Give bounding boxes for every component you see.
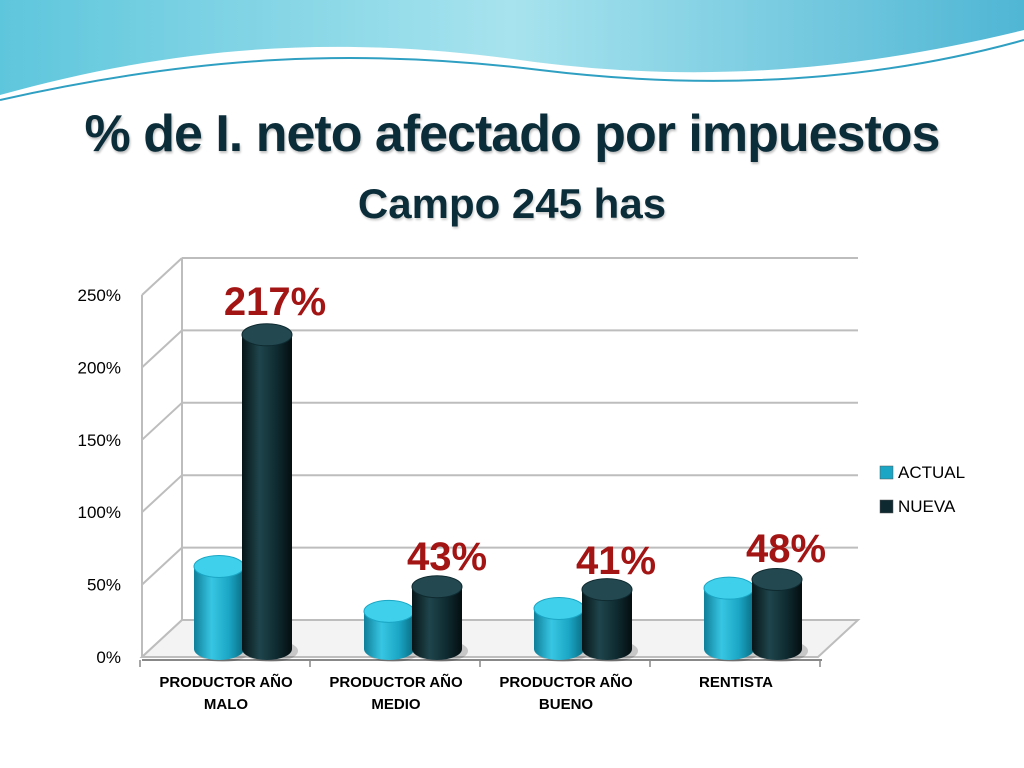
bar-body: [412, 586, 462, 660]
gridline-side: [141, 402, 183, 441]
legend-label-actual: ACTUAL: [898, 463, 965, 482]
x-category-label: RENTISTA: [699, 674, 773, 691]
bar-actual: [533, 596, 590, 662]
bar-nueva: [581, 578, 638, 662]
x-category-label: BUENO: [539, 696, 594, 713]
y-tick-label: 0%: [96, 648, 121, 667]
legend-label-nueva: NUEVA: [898, 497, 956, 516]
bar-cap: [363, 599, 415, 623]
x-category-label: MALO: [204, 696, 248, 713]
data-label: 41%: [576, 539, 656, 583]
y-tick-label: 250%: [78, 286, 121, 305]
bar-body: [242, 334, 292, 660]
x-category-label: PRODUCTOR AÑO: [499, 673, 633, 691]
bar-actual: [363, 599, 420, 662]
slide-title: % de I. neto afectado por impuestos: [84, 105, 941, 163]
bar-cap: [703, 576, 755, 600]
y-tick-label: 200%: [78, 358, 121, 377]
bar-cap: [581, 578, 633, 602]
x-category-label: PRODUCTOR AÑO: [329, 673, 463, 691]
y-tick-label: 100%: [78, 503, 121, 522]
x-category-label: MEDIO: [371, 696, 421, 713]
x-category-label: PRODUCTOR AÑO: [159, 673, 293, 691]
chart-axes: 0% 50% 100% 150% 200% 250% PRODUCTOR AÑO MALO PR…: [78, 286, 822, 713]
bar-actual: [193, 554, 250, 662]
data-label: 43%: [407, 535, 487, 579]
bar-nueva: [751, 567, 808, 662]
bar-cap: [411, 575, 463, 599]
bar-cap: [193, 554, 245, 578]
bar-chart: 0% 50% 100% 150% 200% 250% PRODUCTOR AÑO MALO PR…: [78, 257, 965, 713]
chart-legend: ACTUAL NUEVA: [879, 463, 965, 516]
gridline-side: [141, 257, 183, 296]
data-label: 217%: [224, 280, 326, 324]
y-tick-label: 50%: [87, 576, 121, 595]
slide-subtitle: Campo 245 has: [357, 180, 667, 227]
bar-cap: [241, 323, 293, 347]
bar-body: [534, 608, 584, 660]
bar-body: [704, 588, 754, 660]
bar-cap: [533, 596, 585, 620]
bar-cap: [751, 567, 803, 591]
bar-body: [752, 579, 802, 660]
gridline-side: [141, 329, 183, 369]
legend-swatch-actual: [879, 465, 894, 480]
bar-nueva: [411, 575, 468, 662]
gridline-side: [141, 546, 183, 586]
bar-actual: [703, 576, 760, 662]
bar-body: [194, 566, 244, 660]
y-tick-label: 150%: [78, 431, 121, 450]
data-label: 48%: [746, 527, 826, 571]
gridline-side: [141, 474, 183, 513]
header-wave-decoration: [0, 0, 1024, 110]
chart-labels: 217% 43% 41% 48%: [224, 280, 826, 583]
bar-body: [364, 611, 414, 660]
chart-bars: [193, 323, 808, 662]
bar-body: [582, 589, 632, 660]
bar-nueva: [241, 323, 298, 662]
legend-swatch-nueva: [879, 499, 894, 514]
